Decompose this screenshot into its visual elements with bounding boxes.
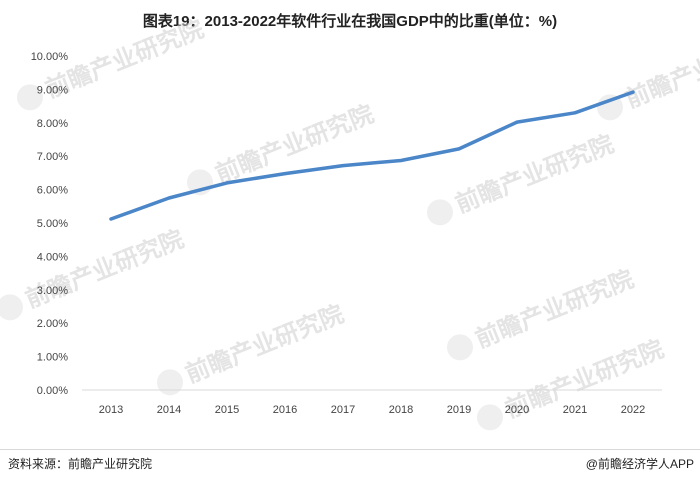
watermark: 前瞻产业研究院 bbox=[16, 15, 208, 111]
watermark-text: 前瞻产业研究院 bbox=[21, 225, 187, 314]
y-tick-label: 10.00% bbox=[31, 51, 69, 63]
data-point bbox=[109, 217, 113, 221]
chart-title: 图表19：2013-2022年软件行业在我国GDP中的比重(单位：%) bbox=[142, 13, 558, 30]
watermark: 前瞻产业研究院 bbox=[596, 25, 700, 121]
x-tick-label: 2022 bbox=[621, 404, 645, 416]
watermark-text: 前瞻产业研究院 bbox=[211, 100, 377, 189]
watermark-text: 前瞻产业研究院 bbox=[451, 130, 617, 219]
x-tick-label: 2018 bbox=[389, 404, 413, 416]
y-tick-label: 3.00% bbox=[37, 285, 68, 297]
y-tick-label: 1.00% bbox=[37, 352, 68, 364]
y-tick-label: 0.00% bbox=[37, 385, 68, 397]
x-tick-label: 2014 bbox=[157, 404, 181, 416]
watermark-logo-icon bbox=[0, 294, 23, 321]
y-tick-label: 8.00% bbox=[37, 118, 68, 130]
footer: 资料来源：前瞻产业研究院 @前瞻经济学人APP bbox=[0, 449, 700, 482]
x-tick-label: 2021 bbox=[563, 404, 587, 416]
x-tick-label: 2017 bbox=[331, 404, 355, 416]
watermark-logo-icon bbox=[476, 404, 503, 431]
y-tick-label: 6.00% bbox=[37, 185, 68, 197]
source-note: 资料来源：前瞻产业研究院 bbox=[8, 457, 153, 471]
y-tick-label: 5.00% bbox=[37, 218, 68, 230]
series-line bbox=[109, 90, 635, 221]
x-tick-label: 2016 bbox=[273, 404, 297, 416]
x-axis-ticks: 2013 2014 2015 2016 2017 2018 2019 2020 2021 2022 bbox=[99, 404, 645, 416]
y-tick-label: 7.00% bbox=[37, 151, 68, 163]
x-tick-label: 2013 bbox=[99, 404, 123, 416]
watermark-logo-icon bbox=[426, 199, 453, 226]
y-tick-label: 2.00% bbox=[37, 318, 68, 330]
y-tick-label: 9.00% bbox=[37, 84, 68, 96]
y-tick-label: 4.00% bbox=[37, 251, 68, 263]
data-point bbox=[283, 171, 287, 176]
watermark-logo-icon bbox=[156, 369, 183, 396]
x-tick-label: 2020 bbox=[505, 404, 529, 416]
data-point bbox=[167, 196, 171, 200]
data-point bbox=[631, 90, 635, 94]
brand-credit: @前瞻经济学人APP bbox=[585, 457, 694, 471]
y-axis-ticks: 0.00% 1.00% 2.00% 3.00% 4.00% 5.00% 6.00% 7.00%… bbox=[31, 51, 69, 397]
x-tick-label: 2019 bbox=[447, 404, 471, 416]
x-tick-label: 2015 bbox=[215, 404, 239, 416]
watermark: 前瞻产业研究院 bbox=[156, 300, 348, 396]
data-point bbox=[457, 147, 461, 151]
watermark: 前瞻产业研究院 bbox=[476, 335, 668, 431]
data-point bbox=[515, 120, 519, 124]
watermark-text: 前瞻产业研究院 bbox=[181, 300, 347, 389]
watermark: 前瞻产业研究院 bbox=[446, 265, 638, 361]
watermark-text: 前瞻产业研究院 bbox=[471, 265, 637, 354]
data-point bbox=[341, 163, 345, 168]
data-point bbox=[399, 158, 403, 163]
watermark-logo-icon bbox=[446, 334, 473, 361]
data-point bbox=[573, 111, 577, 115]
watermark: 前瞻产业研究院 bbox=[0, 225, 188, 321]
data-point bbox=[225, 181, 229, 185]
watermark: 前瞻产业研究院 bbox=[426, 130, 618, 226]
watermark-logo-icon bbox=[16, 84, 43, 111]
series-layer bbox=[109, 90, 635, 221]
watermark-text: 前瞻产业研究院 bbox=[621, 25, 700, 114]
